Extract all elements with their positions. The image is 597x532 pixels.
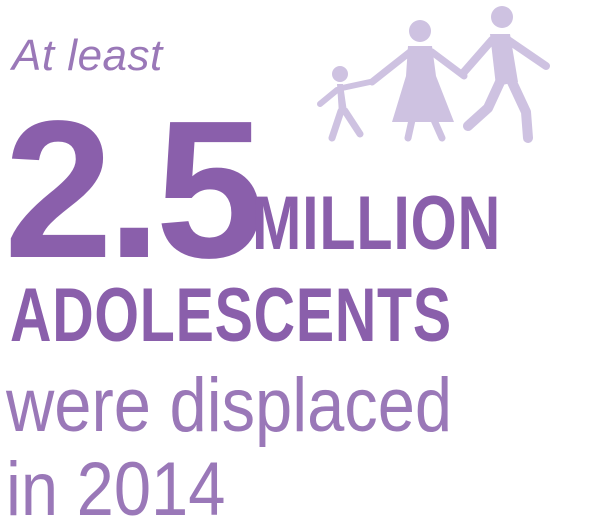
child-figure — [317, 66, 373, 142]
year-text: in 2014 — [6, 447, 226, 532]
subject-label: ADOLESCENTS — [10, 273, 452, 358]
woman-figure — [368, 20, 468, 142]
family-walking-icon — [317, 6, 550, 143]
headline-number: 2.5 — [4, 80, 264, 299]
unit-label: MILLION — [252, 181, 502, 266]
predicate-text: were displaced — [6, 363, 453, 448]
man-figure — [460, 6, 550, 143]
lead-text: At least — [12, 31, 163, 80]
